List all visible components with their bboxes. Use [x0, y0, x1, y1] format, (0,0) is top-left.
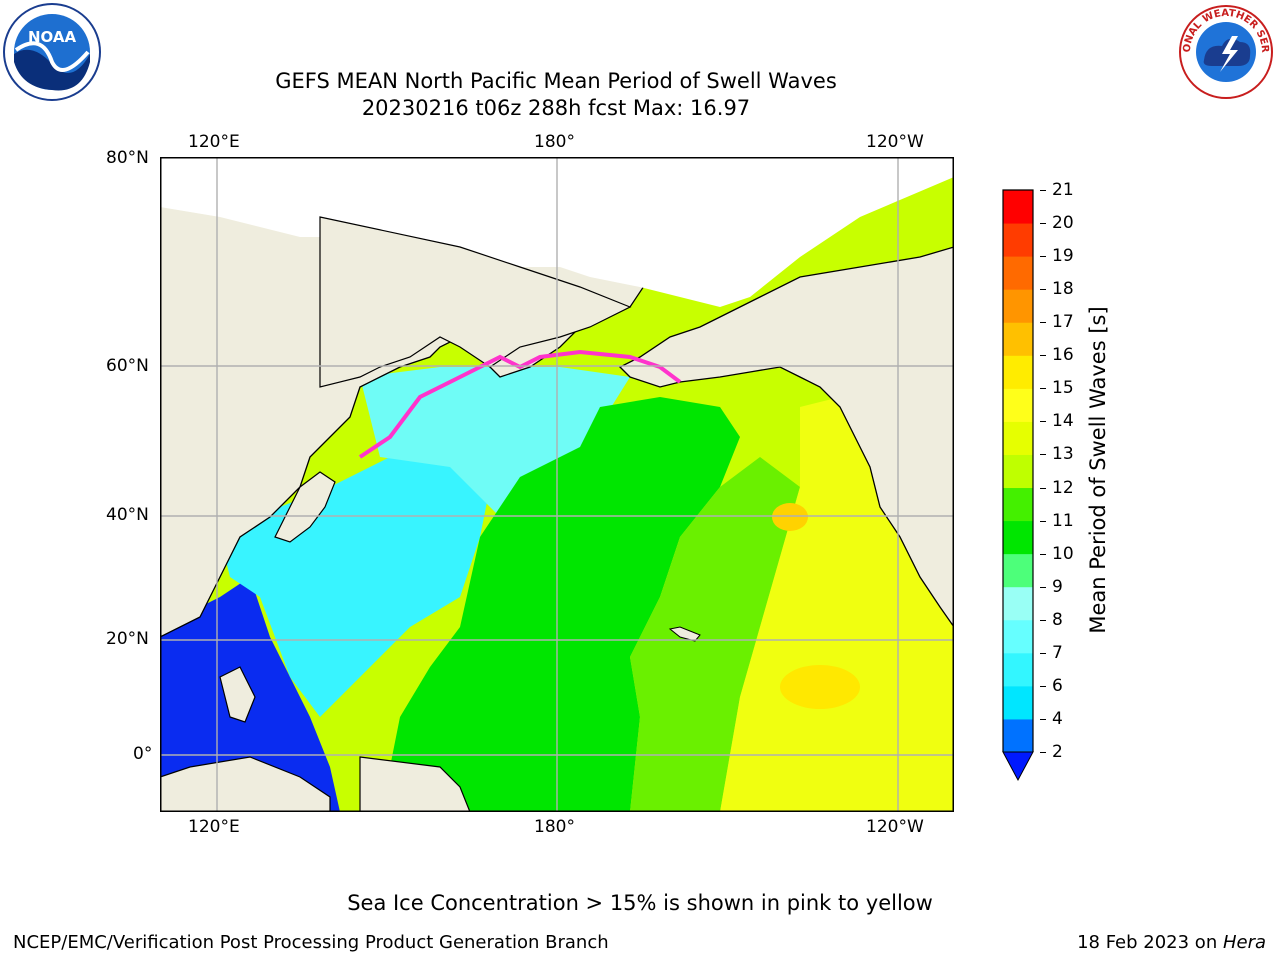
land-japan — [274, 471, 336, 543]
colorbar-segment — [1003, 322, 1033, 356]
colorbar-tick-label: 13 — [1052, 444, 1074, 465]
lon-label-bottom-180: 180° — [534, 817, 575, 837]
lat-label-60n: 60°N — [106, 356, 149, 376]
colorbar-tick-mark — [1040, 190, 1046, 191]
noaa-logo-text: NOAA — [28, 28, 77, 46]
lat-label-80n: 80°N — [106, 148, 149, 168]
colorbar-tick-label: 10 — [1052, 543, 1074, 564]
lon-label-top-120w: 120°W — [866, 132, 924, 152]
colorbar-tick-mark — [1040, 752, 1046, 753]
colorbar-segment — [1003, 586, 1033, 621]
land-philippines — [219, 666, 256, 723]
colorbar-tick-mark — [1040, 388, 1046, 390]
nws-logo: NATIONAL WEATHER SERVICE — [1172, 0, 1276, 102]
map-panel — [159, 155, 955, 813]
colorbar-tick-mark — [1040, 619, 1046, 621]
colorbar-tick-mark — [1040, 454, 1046, 456]
colorbar-segment — [1003, 619, 1033, 654]
colorbar-tick-label: 15 — [1052, 378, 1074, 399]
colorbar-tick-mark — [1040, 256, 1046, 258]
lon-label-bottom-120e: 120°E — [188, 817, 240, 837]
footer-date: 18 Feb 2023 on — [1077, 932, 1223, 953]
colorbar-segment — [1003, 223, 1033, 257]
land-chukotka — [319, 216, 632, 388]
colorbar-tick-label: 20 — [1052, 213, 1074, 234]
colorbar-tick-label: 11 — [1052, 510, 1074, 531]
swell-zone-15-16s — [780, 665, 860, 709]
colorbar-segment — [1003, 421, 1033, 455]
chart-subtitle: 20230216 t06z 288h fcst Max: 16.97 — [361, 96, 751, 120]
swell-zone-11-12s — [630, 457, 800, 812]
colorbar-tick-mark — [1040, 520, 1046, 522]
colorbar-tick-label: 9 — [1052, 576, 1063, 597]
colorbar-tick-label: 8 — [1052, 609, 1063, 630]
colorbar-tick-mark — [1040, 322, 1046, 324]
land-hawaii — [668, 626, 701, 642]
colorbar-segment — [1003, 487, 1033, 522]
gridlines — [160, 157, 954, 812]
colorbar-tick-mark — [1040, 685, 1046, 687]
colorbar-tick-label: 14 — [1052, 411, 1074, 432]
colorbar-svg — [1002, 189, 1034, 782]
lon-label-bottom-120w: 120°W — [866, 817, 924, 837]
sea-ice-edge — [358, 349, 682, 459]
colorbar-tick-mark — [1040, 718, 1046, 720]
lon-label-top-120e: 120°E — [188, 132, 240, 152]
swell-period-map — [159, 155, 955, 813]
colorbar-ticks: 2 4 6 7 8 9 10 11 12 13 14 15 16 17 18 19 20 21 — [1040, 180, 1080, 780]
colorbar-tick-label: 21 — [1052, 180, 1074, 200]
colorbar-tick-label: 4 — [1052, 708, 1063, 729]
colorbar-tick-mark — [1040, 289, 1046, 291]
colorbar-segment — [1003, 520, 1033, 555]
colorbar-segment — [1003, 718, 1033, 753]
colorbar-tick-mark — [1040, 487, 1046, 489]
land-new-guinea — [359, 756, 471, 813]
colorbar-tick-mark — [1040, 586, 1046, 588]
lon-label-top-180: 180° — [534, 132, 575, 152]
colorbar-tick-label: 2 — [1052, 742, 1063, 762]
lat-label-0: 0° — [133, 744, 153, 764]
colorbar-segment — [1003, 355, 1033, 389]
colorbar-frame — [1002, 189, 1034, 752]
colorbar-tick-label: 18 — [1052, 279, 1074, 300]
footer-host: Hera — [1222, 932, 1266, 953]
colorbar-tick-label: 19 — [1052, 246, 1074, 267]
noaa-logo: NOAA — [2, 2, 102, 102]
colorbar-segment — [1003, 652, 1033, 687]
colorbar-tick-mark — [1040, 223, 1046, 225]
colorbar-tick-label: 6 — [1052, 675, 1063, 696]
colorbar-tick-mark — [1040, 553, 1046, 555]
colorbar-tick-label: 16 — [1052, 345, 1074, 366]
colorbar-segment — [1003, 388, 1033, 422]
swell-zone-16-17s — [772, 503, 808, 531]
swell-zone-10-11s — [390, 397, 740, 812]
colorbar-segment — [1003, 685, 1033, 720]
colorbar-tick-mark — [1040, 652, 1046, 654]
colorbar-segment — [1003, 454, 1033, 489]
colorbar-tick-label: 7 — [1052, 642, 1063, 663]
colorbar-segment — [1003, 553, 1033, 588]
chart-title: GEFS MEAN North Pacific Mean Period of S… — [275, 69, 837, 93]
colorbar-segment — [1003, 190, 1033, 224]
colorbar-tick-mark — [1040, 355, 1046, 357]
sea-ice-note: Sea Ice Concentration > 15% is shown in … — [347, 891, 933, 915]
swell-zone-7-9s — [360, 367, 630, 517]
footer-left: NCEP/EMC/Verification Post Processing Pr… — [13, 932, 609, 953]
colorbar-label: Mean Period of Swell Waves [s] — [1086, 306, 1110, 634]
land-north-america — [618, 157, 955, 630]
colorbar-segment — [1003, 289, 1033, 323]
colorbar-under-triangle — [1002, 751, 1034, 782]
footer-right: 18 Feb 2023 on Hera — [1077, 932, 1266, 954]
colorbar-segment — [1003, 256, 1033, 290]
colorbar-tick-label: 12 — [1052, 477, 1074, 498]
lat-label-40n: 40°N — [106, 505, 149, 525]
lat-label-20n: 20°N — [106, 629, 149, 649]
map-frame — [160, 157, 954, 812]
colorbar-tick-label: 17 — [1052, 312, 1074, 333]
colorbar — [1002, 188, 1036, 782]
colorbar-tick-mark — [1040, 421, 1046, 423]
